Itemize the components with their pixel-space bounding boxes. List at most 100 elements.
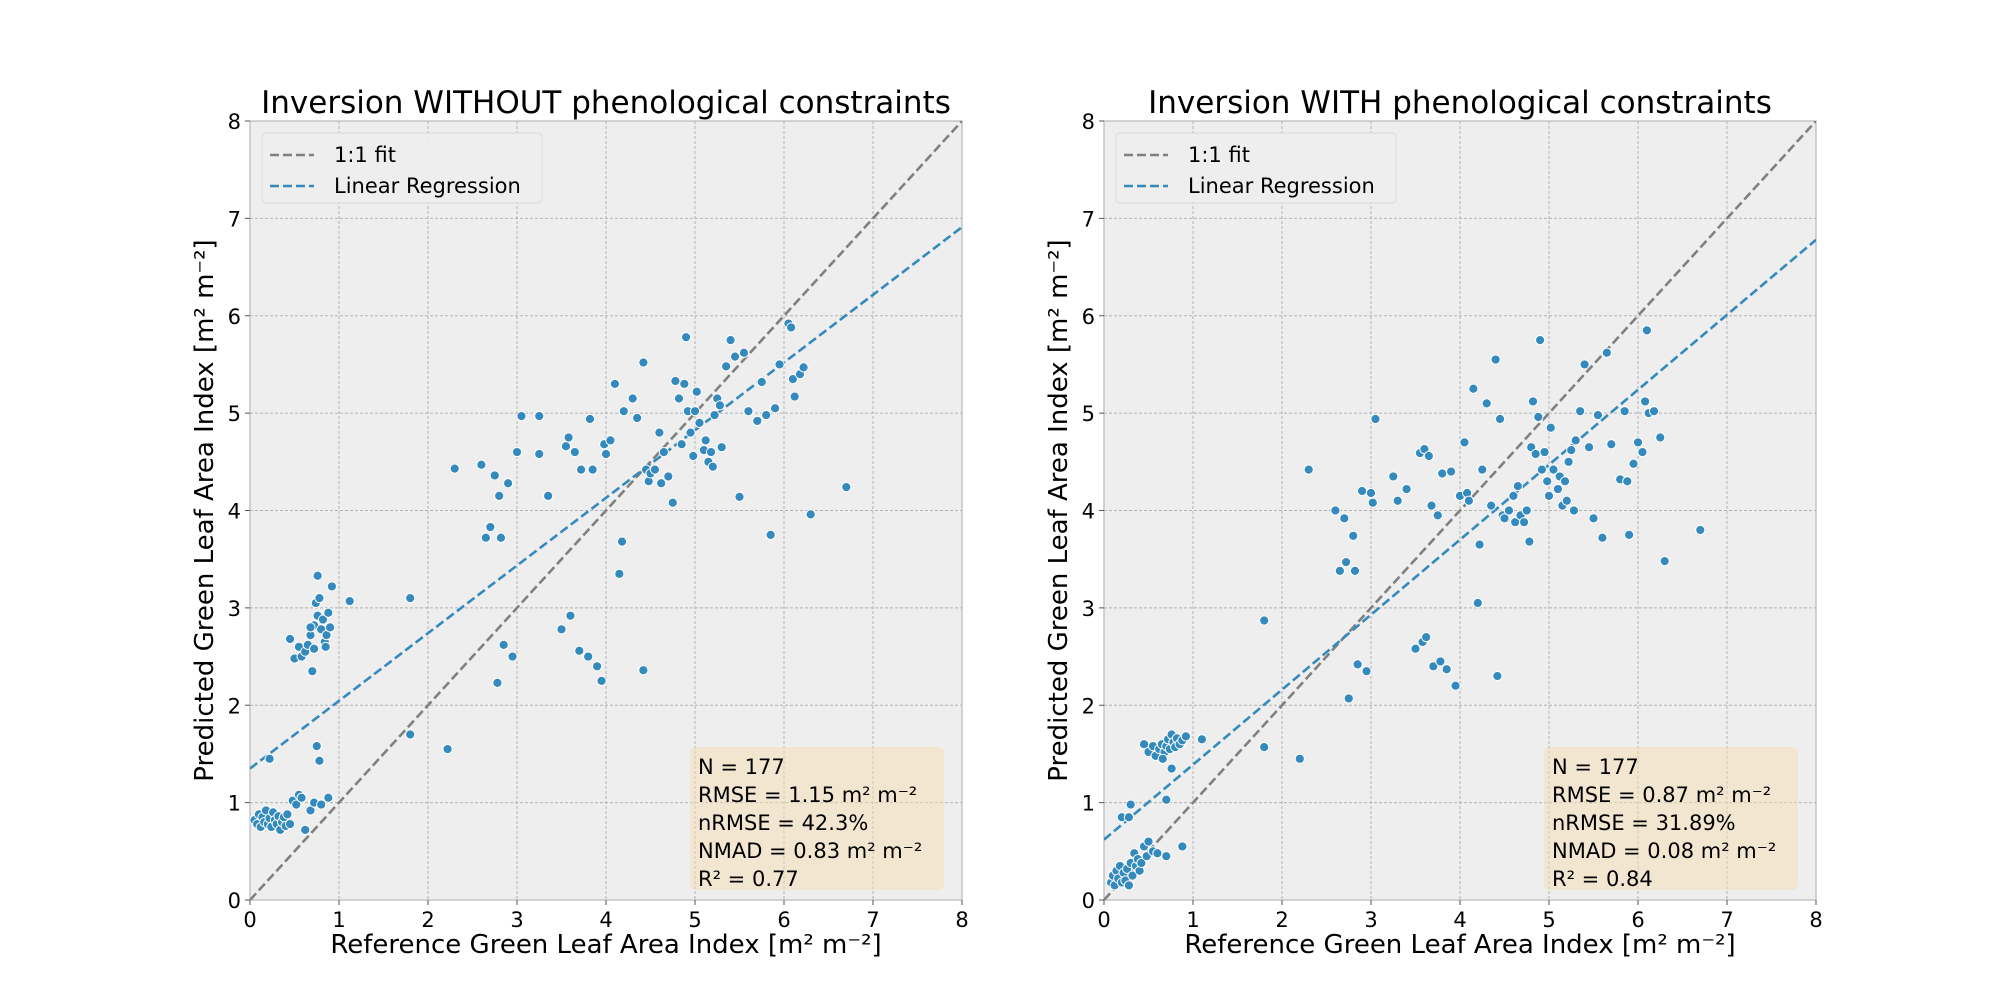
data-point	[1536, 464, 1547, 475]
data-point	[805, 509, 816, 520]
y-tick-label: 7	[1082, 207, 1095, 231]
data-point	[1388, 471, 1399, 482]
data-point	[1446, 466, 1457, 477]
y-tick-label: 2	[1082, 694, 1095, 718]
y-tick-label: 5	[1082, 402, 1095, 426]
data-point	[1348, 530, 1359, 541]
data-point	[1566, 445, 1577, 456]
data-point	[1641, 325, 1653, 336]
data-point	[705, 446, 717, 458]
stats-line: nRMSE = 31.89%	[1552, 811, 1736, 835]
data-point	[786, 322, 797, 333]
x-tick-label: 8	[1809, 908, 1822, 932]
data-point	[1579, 359, 1590, 370]
data-point	[1474, 539, 1485, 550]
data-point	[1606, 439, 1617, 450]
legend: 1:1 fit Linear Regression	[261, 132, 543, 204]
y-tick-label: 7	[228, 207, 241, 231]
data-point	[1136, 857, 1147, 869]
data-point	[688, 450, 699, 462]
data-point	[1339, 513, 1350, 524]
data-point	[503, 478, 514, 489]
data-point	[516, 410, 527, 422]
data-point	[560, 441, 572, 452]
data-point	[1432, 510, 1443, 521]
data-point	[1349, 565, 1361, 576]
data-point	[498, 639, 509, 650]
legend-box	[1115, 132, 1397, 204]
data-point	[480, 532, 491, 543]
data-point	[605, 435, 616, 446]
data-point	[1143, 836, 1154, 847]
data-point	[765, 529, 776, 540]
y-tick-label: 6	[1082, 305, 1095, 329]
data-point	[663, 471, 674, 482]
data-point	[1570, 435, 1581, 446]
data-point	[774, 359, 785, 370]
data-point	[1535, 334, 1546, 346]
data-point	[1539, 446, 1550, 458]
data-point	[1632, 437, 1644, 448]
data-point	[1583, 442, 1595, 453]
stats-line: NMAD = 0.08 m² m⁻²	[1552, 839, 1776, 863]
data-point	[1428, 661, 1439, 672]
data-point	[316, 799, 327, 810]
data-point	[543, 490, 554, 501]
data-point	[734, 491, 745, 502]
one-to-one-line	[1104, 121, 1816, 900]
data-point	[1426, 500, 1437, 511]
data-point	[756, 376, 767, 388]
data-point	[1659, 556, 1670, 567]
data-point	[1357, 485, 1368, 497]
x-tick-label: 0	[1097, 908, 1110, 932]
stats-box: N = 177 RMSE = 1.15 m² m⁻² nRMSE = 42.3% NM…	[690, 747, 944, 891]
data-point	[1622, 476, 1633, 487]
data-point	[679, 378, 690, 390]
data-point	[1259, 615, 1270, 626]
x-tick-label: 2	[1275, 908, 1288, 932]
data-point	[1161, 794, 1172, 805]
data-point	[673, 393, 685, 404]
data-point	[1559, 476, 1571, 487]
data-point	[714, 400, 726, 411]
legend-box	[261, 132, 543, 204]
x-tick-label: 3	[1364, 908, 1377, 932]
data-point	[600, 448, 612, 460]
data-point	[656, 478, 667, 489]
data-point	[308, 643, 320, 654]
y-axis-label: Predicted Green Leaf Area Index [m² m⁻²]	[190, 239, 220, 781]
legend-label: 1:1 fit	[1188, 143, 1250, 167]
data-point	[1259, 742, 1270, 753]
data-point	[1441, 664, 1452, 675]
y-tick-label: 2	[228, 694, 241, 718]
data-point	[325, 622, 336, 633]
x-tick-label: 5	[1542, 908, 1555, 932]
data-point	[485, 521, 496, 533]
data-point	[511, 446, 523, 458]
y-axis-label: Predicted Green Leaf Area Index [m² m⁻²]	[1044, 239, 1074, 781]
data-point	[1459, 437, 1470, 448]
data-point	[1563, 456, 1574, 467]
data-point	[1450, 680, 1461, 691]
data-point	[1423, 450, 1434, 462]
data-point	[1640, 396, 1651, 407]
data-point	[1648, 406, 1660, 417]
data-point	[729, 351, 741, 362]
data-point	[798, 362, 809, 373]
data-point	[323, 607, 334, 618]
x-tick-label: 1	[332, 908, 345, 932]
data-point	[284, 633, 296, 645]
data-point	[638, 357, 649, 368]
data-point	[507, 651, 518, 662]
data-point	[296, 792, 307, 803]
data-point	[1421, 631, 1432, 643]
data-point	[1157, 753, 1168, 764]
data-point	[284, 818, 296, 830]
data-point	[1601, 347, 1612, 358]
chart-title: Inversion WITH phenological constraints	[1148, 85, 1772, 121]
x-tick-label: 6	[1631, 908, 1644, 932]
data-point	[609, 378, 621, 390]
data-point	[1530, 448, 1541, 460]
data-point	[1588, 513, 1599, 524]
data-point	[584, 413, 596, 425]
